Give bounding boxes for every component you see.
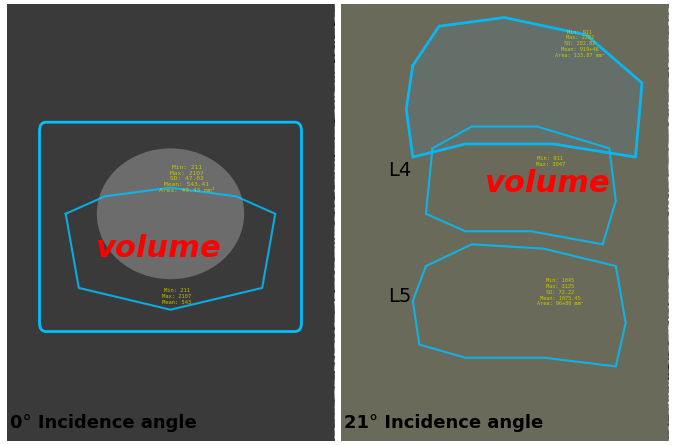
Text: 21° Incidence angle: 21° Incidence angle — [344, 414, 543, 432]
Text: Min: 211
Max: 2107
Mean: 543: Min: 211 Max: 2107 Mean: 543 — [163, 288, 192, 305]
Text: Min: 911
Max: 2282
SD: 282.82
Mean: 919+46
Area: 133.87 mm²: Min: 911 Max: 2282 SD: 282.82 Mean: 919+… — [555, 30, 605, 58]
Text: volume: volume — [485, 169, 610, 198]
Text: Min: 911
Max: 3047: Min: 911 Max: 3047 — [536, 156, 565, 167]
Polygon shape — [406, 17, 642, 157]
Text: Min: 211
Max: 2107
SD: 47.02
Mean: 543.41
Area: 49.43 mm²: Min: 211 Max: 2107 SD: 47.02 Mean: 543.4… — [159, 165, 215, 193]
Text: L5: L5 — [388, 287, 411, 306]
Text: volume: volume — [95, 234, 220, 263]
Text: L4: L4 — [388, 161, 411, 180]
Text: 0° Incidence angle: 0° Incidence angle — [10, 414, 197, 432]
Text: Min: 1045
Max: 3125
SD: 72.22
Mean: 1875.45
Area: 96+80 mm²: Min: 1045 Max: 3125 SD: 72.22 Mean: 1875… — [537, 278, 584, 306]
Ellipse shape — [97, 148, 244, 279]
